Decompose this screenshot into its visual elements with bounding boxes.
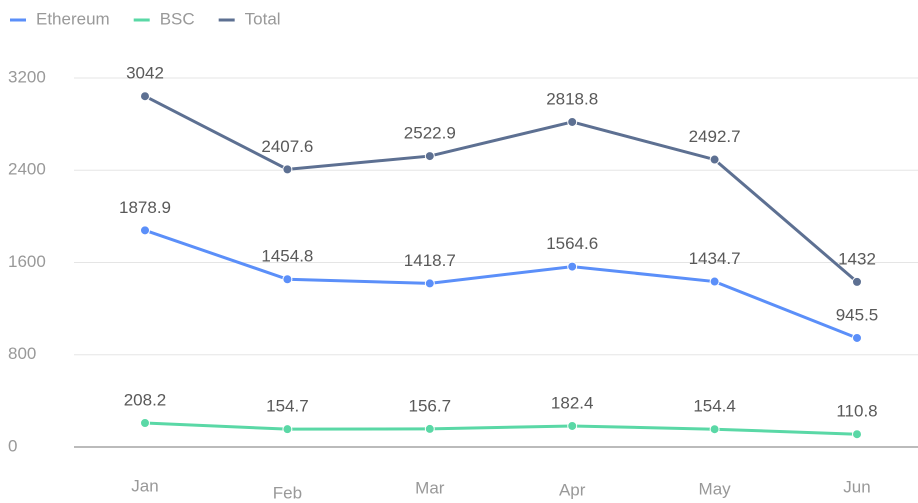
point <box>567 261 578 272</box>
data-label: 156.7 <box>409 396 452 415</box>
point <box>424 151 435 162</box>
data-label: 1418.7 <box>404 251 456 270</box>
point <box>852 332 862 343</box>
series-line <box>144 94 858 284</box>
series-line <box>144 421 858 436</box>
x-tick-label: Mar <box>415 478 445 497</box>
y-tick-label: 800 <box>8 344 36 363</box>
data-label: 3042 <box>126 64 164 83</box>
data-label: 1564.6 <box>546 234 598 253</box>
legend-label: Ethereum <box>36 9 110 28</box>
data-label: 945.5 <box>836 305 879 324</box>
data-label: 154.4 <box>693 397 736 416</box>
data-label: 1434.7 <box>689 249 741 268</box>
x-tick-label: Apr <box>559 480 586 499</box>
x-tick-label: Jun <box>843 477 870 496</box>
point <box>852 429 862 440</box>
point <box>140 417 150 428</box>
point <box>852 276 862 287</box>
y-tick-label: 1600 <box>8 252 46 271</box>
point <box>567 420 578 431</box>
data-label: 1454.8 <box>261 247 313 266</box>
legend-label: Total <box>245 9 281 28</box>
x-tick-label: Feb <box>273 483 302 502</box>
data-label: 208.2 <box>124 390 167 409</box>
x-tick-label: May <box>699 479 732 498</box>
point <box>424 423 435 434</box>
point <box>140 91 150 102</box>
series-line <box>144 228 858 340</box>
data-label: 1432 <box>838 249 876 268</box>
point <box>424 278 435 289</box>
point <box>282 424 293 435</box>
data-label: 2818.8 <box>546 89 598 108</box>
point <box>709 424 720 435</box>
data-label: 2522.9 <box>404 124 456 143</box>
point <box>282 274 293 285</box>
point <box>709 276 720 287</box>
point <box>709 154 720 165</box>
y-tick-label: 3200 <box>8 67 46 86</box>
data-label: 182.4 <box>551 393 594 412</box>
point <box>567 116 578 127</box>
legend-label: BSC <box>160 9 195 28</box>
data-label: 154.7 <box>266 397 309 416</box>
y-tick-label: 0 <box>8 436 17 455</box>
data-label: 1878.9 <box>119 198 171 217</box>
y-tick-label: 2400 <box>8 160 46 179</box>
point <box>282 164 293 175</box>
point <box>140 225 150 236</box>
x-tick-label: Jan <box>131 476 158 495</box>
data-label: 2492.7 <box>689 127 741 146</box>
data-label: 110.8 <box>836 402 877 421</box>
data-label: 2407.6 <box>261 137 313 156</box>
